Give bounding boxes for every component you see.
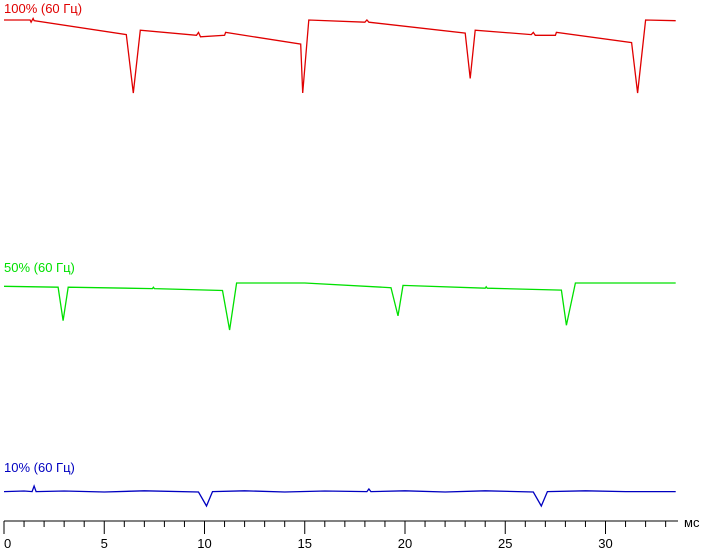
series-line-1 — [3, 282, 676, 331]
series-line-2 — [3, 484, 676, 508]
x-tick-label: 0 — [4, 536, 11, 550]
series-label-10: 10% (60 Гц) — [4, 460, 75, 475]
x-axis: 0 5 10 15 20 25 30 мс — [3, 515, 700, 550]
x-tick-label: 30 — [598, 536, 612, 550]
x-tick-label: 5 — [101, 536, 108, 550]
series-label-100: 100% (60 Гц) — [4, 1, 82, 16]
series-label-50: 50% (60 Гц) — [4, 260, 75, 275]
x-axis-unit-label: мс — [684, 515, 700, 530]
x-tick-label: 15 — [298, 536, 312, 550]
x-tick-label: 10 — [197, 536, 211, 550]
x-tick-label: 20 — [398, 536, 412, 550]
x-tick-label: 25 — [498, 536, 512, 550]
series-line-0 — [4, 17, 676, 94]
